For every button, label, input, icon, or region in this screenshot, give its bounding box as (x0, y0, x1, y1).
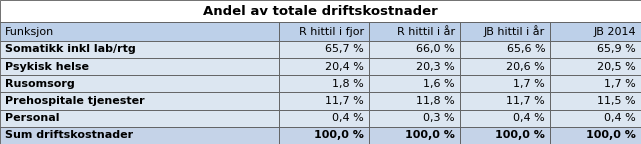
Text: Prehospitale tjenester: Prehospitale tjenester (5, 96, 145, 106)
Text: 1,7 %: 1,7 % (604, 79, 636, 89)
Text: 0,4 %: 0,4 % (513, 113, 545, 123)
FancyBboxPatch shape (0, 92, 279, 110)
Text: Somatikk inkl lab/rtg: Somatikk inkl lab/rtg (5, 44, 136, 54)
FancyBboxPatch shape (369, 58, 460, 75)
FancyBboxPatch shape (279, 127, 369, 144)
Text: Funksjon: Funksjon (5, 26, 54, 37)
FancyBboxPatch shape (279, 75, 369, 92)
Text: Sum driftskostnader: Sum driftskostnader (5, 130, 133, 140)
FancyBboxPatch shape (279, 41, 369, 58)
Text: Rusomsorg: Rusomsorg (5, 79, 75, 89)
Text: 1,6 %: 1,6 % (423, 79, 454, 89)
FancyBboxPatch shape (369, 22, 460, 41)
FancyBboxPatch shape (551, 41, 641, 58)
FancyBboxPatch shape (460, 58, 551, 75)
Text: 65,9 %: 65,9 % (597, 44, 636, 54)
Text: 11,7 %: 11,7 % (506, 96, 545, 106)
Text: 20,4 %: 20,4 % (326, 62, 364, 72)
FancyBboxPatch shape (369, 127, 460, 144)
Text: 0,4 %: 0,4 % (333, 113, 364, 123)
FancyBboxPatch shape (460, 22, 551, 41)
FancyBboxPatch shape (279, 58, 369, 75)
FancyBboxPatch shape (551, 127, 641, 144)
Text: 100,0 %: 100,0 % (314, 130, 364, 140)
FancyBboxPatch shape (460, 110, 551, 127)
Text: 20,5 %: 20,5 % (597, 62, 636, 72)
Text: 11,7 %: 11,7 % (326, 96, 364, 106)
Text: R hittil i år: R hittil i år (397, 26, 454, 37)
FancyBboxPatch shape (551, 22, 641, 41)
FancyBboxPatch shape (551, 75, 641, 92)
FancyBboxPatch shape (0, 22, 279, 41)
FancyBboxPatch shape (551, 110, 641, 127)
Text: 11,8 %: 11,8 % (416, 96, 454, 106)
FancyBboxPatch shape (279, 22, 369, 41)
Text: 1,8 %: 1,8 % (333, 79, 364, 89)
Text: 65,6 %: 65,6 % (506, 44, 545, 54)
FancyBboxPatch shape (460, 127, 551, 144)
Text: Andel av totale driftskostnader: Andel av totale driftskostnader (203, 5, 438, 18)
Text: Personal: Personal (5, 113, 60, 123)
Text: R hittil i fjor: R hittil i fjor (299, 26, 364, 37)
Text: 100,0 %: 100,0 % (586, 130, 636, 140)
FancyBboxPatch shape (460, 41, 551, 58)
Text: 65,7 %: 65,7 % (326, 44, 364, 54)
Text: 100,0 %: 100,0 % (405, 130, 454, 140)
FancyBboxPatch shape (0, 75, 279, 92)
Text: 20,6 %: 20,6 % (506, 62, 545, 72)
FancyBboxPatch shape (369, 92, 460, 110)
Text: 66,0 %: 66,0 % (416, 44, 454, 54)
Text: 11,5 %: 11,5 % (597, 96, 636, 106)
Text: 100,0 %: 100,0 % (495, 130, 545, 140)
FancyBboxPatch shape (369, 110, 460, 127)
FancyBboxPatch shape (0, 0, 641, 22)
FancyBboxPatch shape (551, 92, 641, 110)
FancyBboxPatch shape (279, 110, 369, 127)
Text: 0,3 %: 0,3 % (423, 113, 454, 123)
Text: Psykisk helse: Psykisk helse (5, 62, 89, 72)
Text: 1,7 %: 1,7 % (513, 79, 545, 89)
FancyBboxPatch shape (0, 127, 279, 144)
FancyBboxPatch shape (0, 58, 279, 75)
FancyBboxPatch shape (0, 41, 279, 58)
FancyBboxPatch shape (369, 41, 460, 58)
Text: 0,4 %: 0,4 % (604, 113, 636, 123)
Text: JB hittil i år: JB hittil i år (484, 26, 545, 37)
Text: 20,3 %: 20,3 % (416, 62, 454, 72)
FancyBboxPatch shape (279, 92, 369, 110)
FancyBboxPatch shape (369, 75, 460, 92)
FancyBboxPatch shape (0, 110, 279, 127)
FancyBboxPatch shape (460, 75, 551, 92)
FancyBboxPatch shape (460, 92, 551, 110)
FancyBboxPatch shape (551, 58, 641, 75)
Text: JB 2014: JB 2014 (593, 26, 636, 37)
